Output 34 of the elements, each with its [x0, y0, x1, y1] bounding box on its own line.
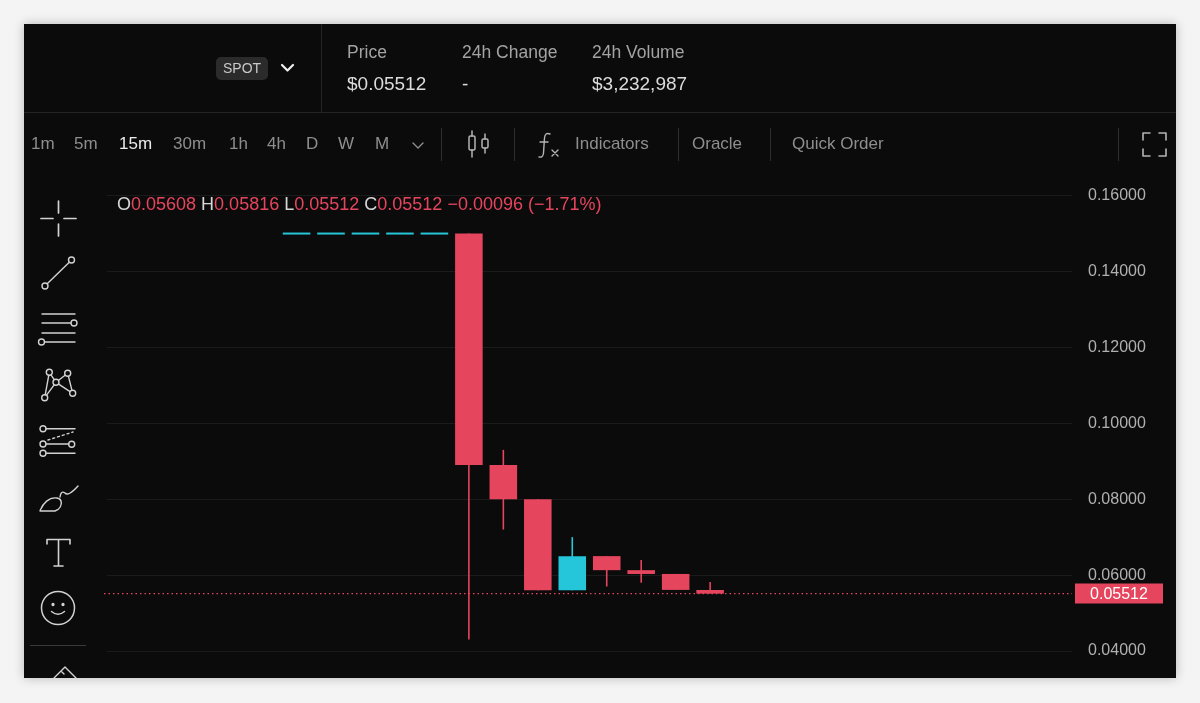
- candlestick: [316, 232, 346, 235]
- text: W: [338, 133, 355, 154]
- y-tick-label: 0.12000: [1088, 337, 1146, 355]
- text: 1h: [229, 133, 248, 154]
- text: Oracle: [692, 133, 743, 154]
- ref-line-label: 0.05512: [1090, 585, 1149, 603]
- text: D: [306, 133, 319, 154]
- text: 24h Change: [462, 41, 558, 62]
- candlestick: [627, 559, 655, 584]
- candlestick: [350, 232, 381, 235]
- text: 1m: [31, 133, 55, 154]
- text: $3,232,987: [592, 72, 688, 95]
- candlestick: [281, 232, 312, 235]
- y-tick-label: 0.16000: [1088, 186, 1146, 204]
- y-tick-label: 0.06000: [1088, 565, 1146, 583]
- text: 24h Volume: [592, 41, 685, 62]
- text: Price: [347, 41, 387, 62]
- candlestick: [385, 232, 415, 235]
- text: Indicators: [575, 133, 649, 154]
- text: Quick Order: [792, 133, 884, 154]
- text: 5m: [74, 133, 98, 154]
- text: O0.05608 H0.05816 L0.05512 C0.05512 −0.00096 (−1.71%): [117, 194, 602, 215]
- y-tick-label: 0.04000: [1088, 641, 1146, 659]
- text: 15m: [119, 133, 153, 154]
- candlestick: [419, 232, 450, 235]
- text: SPOT: [216, 57, 269, 80]
- text: -: [462, 72, 469, 95]
- y-tick-label: 0.10000: [1088, 413, 1146, 431]
- text: 4h: [267, 133, 286, 154]
- text: 30m: [173, 133, 207, 154]
- y-tick-label: 0.08000: [1088, 489, 1146, 507]
- y-tick-label: 0.14000: [1088, 261, 1146, 279]
- text: $0.05512: [347, 72, 427, 95]
- text: M: [375, 133, 390, 154]
